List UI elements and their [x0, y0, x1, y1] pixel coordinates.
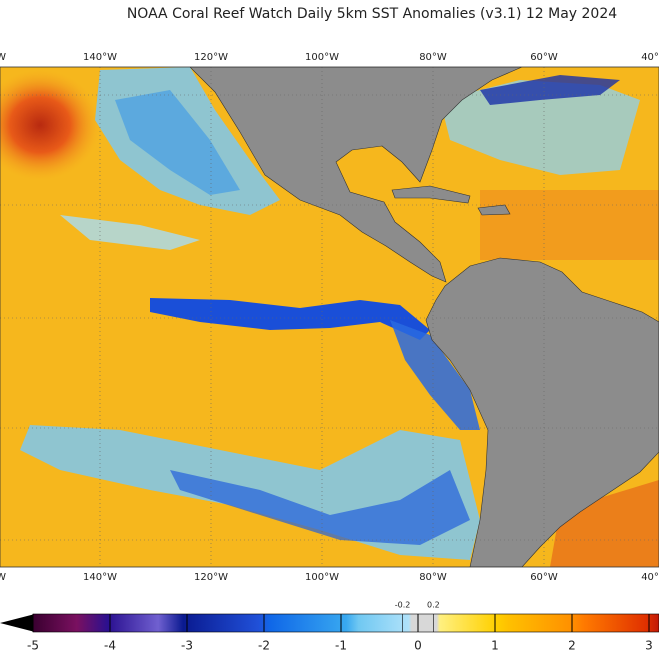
- cool-anomaly: [170, 470, 470, 545]
- colorbar-extend: [0, 614, 35, 632]
- cool-anomaly: [390, 320, 480, 430]
- colorbar-label: -3: [181, 639, 193, 653]
- colorbar-label: 1: [491, 639, 499, 653]
- colorbar-label: 2: [568, 639, 576, 653]
- colorbar: [32, 613, 659, 633]
- land-north-america: [189, 67, 523, 283]
- lon-label: 120°W: [194, 572, 228, 583]
- land-south-america: [425, 257, 659, 567]
- lon-label: 100°W: [305, 572, 339, 583]
- lon-label: 80°W: [419, 52, 447, 63]
- colorbar-label: -2: [258, 639, 270, 653]
- lon-label: 40°W: [641, 572, 659, 583]
- lon-label: 60°W: [530, 572, 558, 583]
- map-title: NOAA Coral Reef Watch Daily 5km SST Anom…: [127, 6, 617, 22]
- colorbar-label: -4: [104, 639, 116, 653]
- cool-anomaly: [115, 90, 240, 195]
- lon-label: 60°W: [530, 52, 558, 63]
- land-cuba: [391, 185, 471, 204]
- lon-label: 80°W: [419, 572, 447, 583]
- colorbar-minor-label: 0.2: [427, 601, 440, 610]
- land-hispaniola: [477, 204, 511, 216]
- lon-label: 160°W: [0, 572, 6, 583]
- cool-tongue: [150, 298, 430, 340]
- colorbar-label: 3: [645, 639, 653, 653]
- lon-label: 140°W: [83, 52, 117, 63]
- lon-label: 160°W: [0, 52, 6, 63]
- map-frame: [0, 66, 659, 568]
- lon-label: 100°W: [305, 52, 339, 63]
- cool-anomaly: [60, 215, 200, 250]
- lon-label: 40°W: [641, 52, 659, 63]
- colorbar-minor-label: -0.2: [395, 601, 411, 610]
- cool-anomaly: [480, 75, 620, 105]
- map: [0, 67, 659, 567]
- colorbar-label: -1: [335, 639, 347, 653]
- colorbar-label: 0: [414, 639, 422, 653]
- warm-anomaly: [550, 480, 659, 567]
- warm-anomaly: [0, 70, 100, 180]
- graticule: [0, 67, 659, 567]
- lon-label: 120°W: [194, 52, 228, 63]
- colorbar-label: -5: [27, 639, 39, 653]
- lon-label: 140°W: [83, 572, 117, 583]
- warm-anomaly: [480, 190, 659, 260]
